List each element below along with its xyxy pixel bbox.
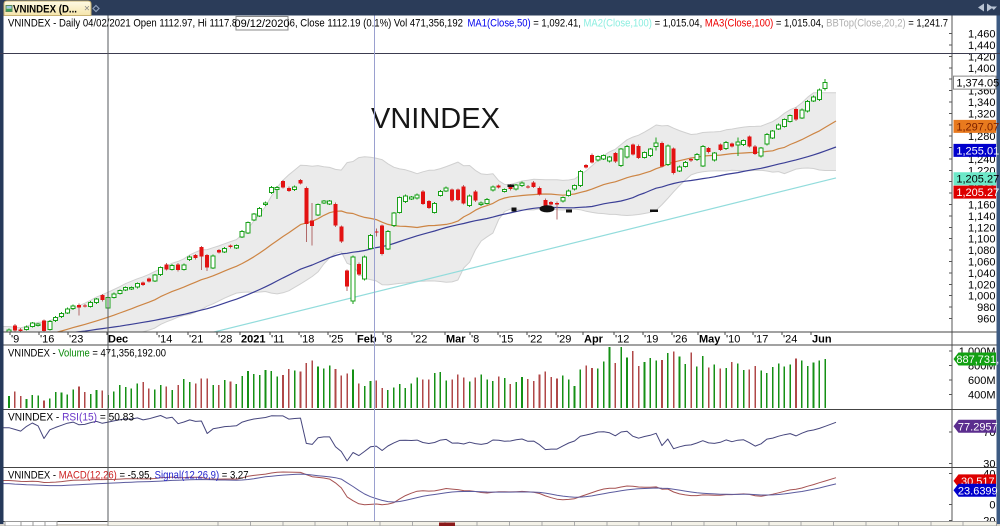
svg-text:887,731,: 887,731, (956, 354, 999, 366)
svg-text:'12: '12 (615, 334, 629, 346)
svg-text:1,060: 1,060 (968, 257, 996, 269)
svg-text:'19: '19 (644, 334, 658, 346)
svg-text:'23: '23 (69, 334, 83, 346)
svg-text:1,040: 1,040 (968, 268, 996, 280)
svg-text:400M: 400M (968, 390, 996, 402)
svg-text:1,340: 1,340 (968, 97, 996, 109)
svg-text:1,120: 1,120 (968, 222, 996, 234)
svg-text:1,100: 1,100 (968, 234, 996, 246)
svg-text:30: 30 (983, 458, 995, 470)
svg-text:1,255.01: 1,255.01 (956, 145, 999, 157)
svg-text:Jun: Jun (812, 334, 832, 346)
svg-text:'16: '16 (40, 334, 54, 346)
svg-text:1,297.07: 1,297.07 (956, 121, 999, 133)
svg-text:VNINDEX - RSI(15) = 50.83: VNINDEX - RSI(15) = 50.83 (8, 412, 134, 424)
svg-text:1,000: 1,000 (968, 291, 996, 303)
svg-text:980: 980 (977, 302, 995, 314)
svg-text:'25: '25 (329, 334, 343, 346)
svg-text:1,374.05: 1,374.05 (956, 78, 999, 90)
svg-text:09/12/2020: 09/12/2020 (234, 18, 289, 30)
svg-text:MA1(Close,50) = 1,092.41, MA2(: MA1(Close,50) = 1,092.41, MA2(Close,100)… (468, 18, 949, 30)
svg-text:'21: '21 (189, 334, 203, 346)
svg-text:'17: '17 (754, 334, 768, 346)
svg-text:Apr: Apr (584, 334, 604, 346)
svg-text:Mar: Mar (446, 334, 466, 346)
svg-text:VNINDEX - Volume = 471,356,192: VNINDEX - Volume = 471,356,192.00 (8, 348, 166, 360)
svg-text:'14: '14 (158, 334, 172, 346)
svg-text:Feb: Feb (357, 334, 377, 346)
svg-text:1,080: 1,080 (968, 245, 996, 257)
svg-text:'24: '24 (783, 334, 797, 346)
svg-text:1,420: 1,420 (968, 51, 996, 63)
svg-text:×: × (84, 4, 90, 15)
svg-text:Dec: Dec (108, 334, 128, 346)
svg-text:1,205.27: 1,205.27 (956, 174, 999, 186)
svg-text:23.6399: 23.6399 (958, 485, 998, 497)
svg-text:0: 0 (989, 500, 995, 512)
svg-text:May: May (699, 334, 721, 346)
svg-text:'8: '8 (471, 334, 479, 346)
svg-text:'15: '15 (499, 334, 513, 346)
svg-text:VNINDEX (D...: VNINDEX (D... (13, 4, 77, 16)
svg-text:-20: -20 (980, 515, 996, 526)
svg-text:'8: '8 (384, 334, 392, 346)
svg-text:'22: '22 (528, 334, 542, 346)
svg-text:2021: 2021 (241, 334, 265, 346)
svg-text:'22: '22 (413, 334, 427, 346)
svg-text:1,160: 1,160 (968, 200, 996, 212)
svg-text:1,400: 1,400 (968, 63, 996, 75)
svg-text:1,280: 1,280 (968, 131, 996, 143)
svg-text:1,440: 1,440 (968, 40, 996, 52)
svg-text:1,460: 1,460 (968, 29, 996, 41)
svg-text:1,020: 1,020 (968, 279, 996, 291)
svg-text:VNINDEX - MACD(12,26) = -5.95,: VNINDEX - MACD(12,26) = -5.95, Signal(12… (8, 470, 249, 482)
svg-text:1,140: 1,140 (968, 211, 996, 223)
svg-text:'11: '11 (271, 334, 285, 346)
svg-text:'26: '26 (673, 334, 687, 346)
svg-text:77.2957: 77.2957 (958, 421, 998, 433)
svg-text:1,320: 1,320 (968, 108, 996, 120)
svg-text:600M: 600M (968, 375, 996, 387)
svg-text:1,205.27: 1,205.27 (956, 187, 999, 199)
svg-text:'28: '28 (218, 334, 232, 346)
svg-text:VNINDEX: VNINDEX (371, 103, 500, 135)
svg-text:'9: '9 (11, 334, 19, 346)
svg-text:'18: '18 (300, 334, 314, 346)
svg-text:'10: '10 (726, 334, 740, 346)
svg-text:'29: '29 (557, 334, 571, 346)
svg-text:960: 960 (977, 313, 995, 325)
